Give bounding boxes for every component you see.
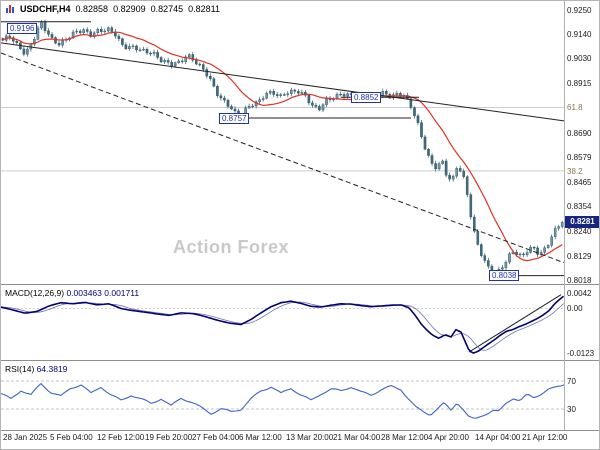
rsi-name: RSI(14) [5, 364, 35, 374]
y-axis-price-label: 0.9140 [567, 30, 592, 39]
x-axis-time-label: 28 Jan 2025 [3, 432, 48, 442]
x-axis-time-label: 21 Mar 04:00 [333, 432, 381, 442]
level-box-8852[interactable]: 0.8852 [351, 92, 382, 103]
y-axis-price-label: 0.8018 [567, 276, 592, 285]
fib-382-label: 38.2 [567, 167, 583, 176]
y-axis-price-label: 0.8465 [567, 178, 592, 187]
macd-name: MACD(12,26,9) [5, 288, 65, 298]
chart-title-bar: USDCHF,H4 0.82858 0.82909 0.82745 0.8281… [6, 4, 220, 14]
macd-value: 0.003463 [66, 288, 102, 298]
high-price: 0.82909 [113, 4, 146, 14]
rsi-indicator-label: RSI(14) 64.3819 [5, 364, 67, 374]
macd-indicator-label: MACD(12,26,9) 0.003463 0.001711 [5, 288, 139, 298]
x-axis-time-label: 27 Feb 04:00 [192, 432, 240, 442]
fib-618-label: 61.8 [567, 103, 583, 112]
y-axis-price-label: 0.9250 [567, 6, 592, 15]
watermark: Action Forex [172, 237, 289, 257]
rsi-axis-70: 70 [567, 377, 576, 386]
rsi-value: 64.3819 [36, 364, 68, 374]
current-price-badge: 0.8281 [565, 216, 599, 228]
y-axis-price-label: 0.8915 [567, 79, 592, 88]
y-axis-price-label: 0.8690 [567, 129, 592, 138]
y-axis-price-label: 0.8579 [567, 153, 592, 162]
y-axis-price-label: 0.8129 [567, 252, 592, 261]
macd-axis-zero: 0.00 [567, 304, 583, 313]
level-box-8757[interactable]: 0.8757 [219, 113, 250, 124]
x-axis-time-label: 6 Mar 12:00 [239, 432, 282, 442]
trendline-main-1[interactable] [1, 52, 565, 264]
trendline-macd-2[interactable] [468, 294, 562, 353]
macd-axis-min: -0.0123 [567, 349, 595, 358]
trendline-main-0[interactable] [1, 42, 565, 122]
x-axis-time-label: 5 Feb 04:00 [50, 432, 93, 442]
x-axis-time-label: 28 Mar 12:00 [381, 432, 429, 442]
x-axis-time-label: 19 Feb 20:00 [145, 432, 193, 442]
x-axis-time-label: 21 Apr 12:00 [522, 432, 568, 442]
close-price: 0.82811 [188, 4, 221, 14]
open-price: 0.82858 [75, 4, 109, 14]
level-box-9196[interactable]: 0.9196 [7, 23, 38, 34]
y-axis-price-label: 0.8240 [567, 227, 592, 236]
x-axis-time-label: 13 Mar 20:00 [286, 432, 334, 442]
moving-average-line [2, 31, 563, 262]
symbol-timeframe-label: USDCHF,H4 [20, 4, 71, 14]
x-axis-time-label: 4 Apr 20:00 [428, 432, 469, 442]
macd-signal-value: 0.001711 [104, 288, 140, 298]
rsi-line [1, 382, 565, 419]
y-axis-price-label: 0.9030 [567, 54, 592, 63]
rsi-axis-30: 30 [567, 405, 576, 414]
y-axis-price-label: 0.8354 [567, 202, 592, 211]
x-axis-time-label: 14 Apr 04:00 [475, 432, 521, 442]
macd-axis-max: 0.0042 [567, 289, 592, 298]
chart-type-icon [6, 5, 14, 13]
low-price: 0.82745 [150, 4, 184, 14]
macd-main-line [1, 295, 565, 354]
x-axis-time-label: 12 Feb 12:00 [97, 432, 145, 442]
level-box-8038[interactable]: 0.8038 [489, 270, 520, 281]
macd-signal-line [1, 301, 564, 351]
